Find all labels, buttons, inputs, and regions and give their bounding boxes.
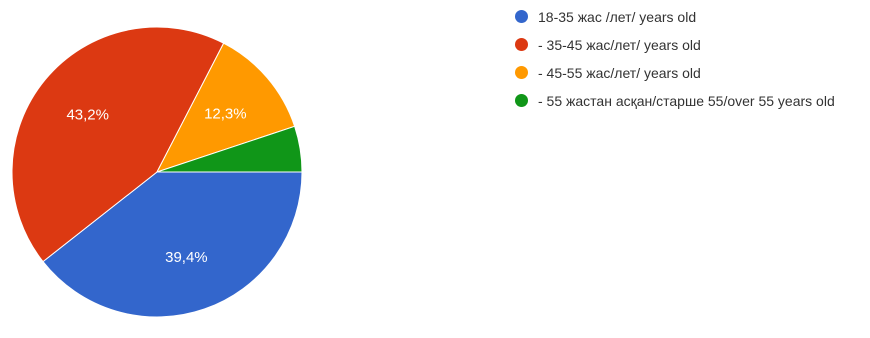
slice-data-label: 12,3% [204, 106, 247, 123]
pie-slice[interactable] [42, 171, 303, 318]
legend-marker [515, 38, 528, 51]
slice-data-label: 39,4% [165, 249, 208, 266]
slice-data-label: 43,2% [66, 107, 109, 124]
legend-item[interactable]: - 35-45 жас/лет/ years old [515, 36, 865, 55]
pie-slice-labels: 39,4% 43,2% 12,3% [66, 106, 246, 266]
legend-label: - 55 жастан асқан/старше 55/over 55 year… [538, 93, 835, 109]
pie-slices [11, 26, 303, 318]
pie-plot: 39,4% 43,2% 12,3% [11, 26, 303, 318]
legend-item[interactable]: - 55 жастан асқан/старше 55/over 55 year… [515, 92, 865, 111]
legend-marker [515, 66, 528, 79]
legend-item[interactable]: - 45-55 жас/лет/ years old [515, 64, 865, 83]
legend-marker [515, 10, 528, 23]
legend: 18-35 жас /лет/ years old - 35-45 жас/ле… [515, 8, 865, 120]
pie-slice[interactable] [155, 42, 296, 173]
legend-item[interactable]: 18-35 жас /лет/ years old [515, 8, 865, 27]
pie-slice[interactable] [156, 125, 303, 173]
pie-slice[interactable] [11, 26, 225, 263]
legend-label: - 35-45 жас/лет/ years old [538, 37, 701, 53]
legend-label: - 45-55 жас/лет/ years old [538, 65, 701, 81]
legend-label: 18-35 жас /лет/ years old [538, 9, 697, 25]
legend-marker [515, 94, 528, 107]
